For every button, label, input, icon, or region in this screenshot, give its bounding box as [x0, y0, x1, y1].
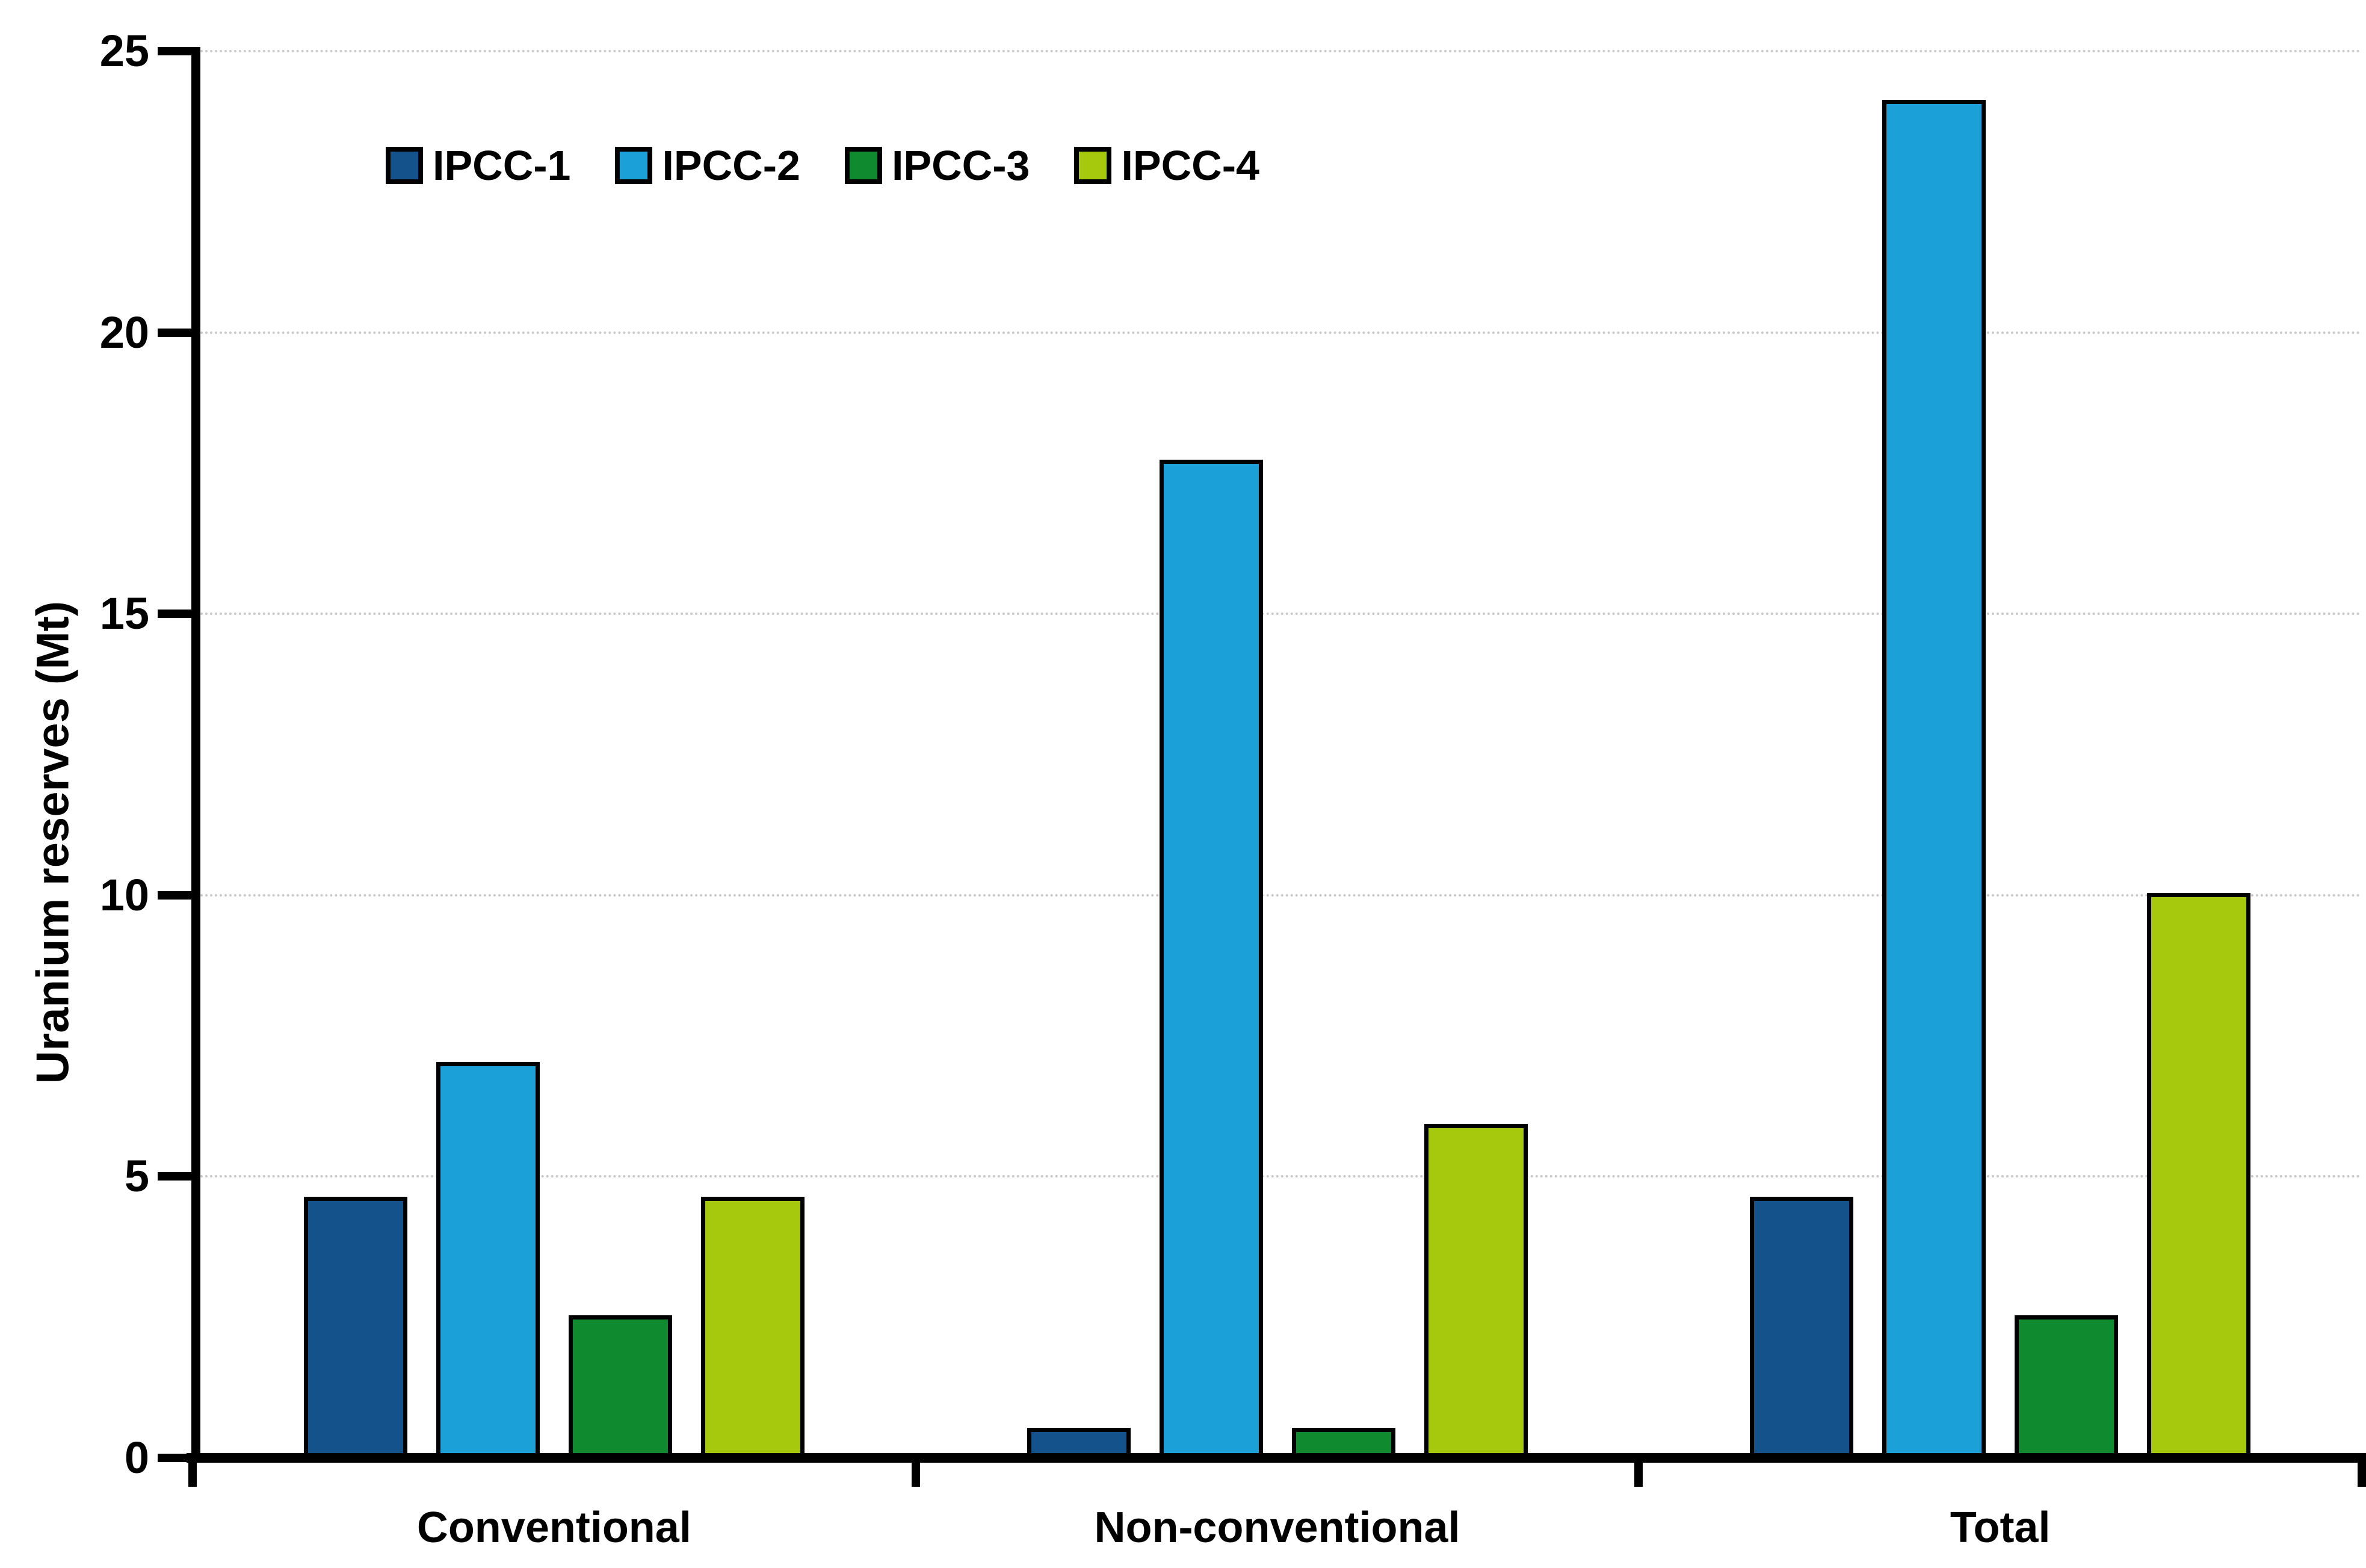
legend-item-ipcc-4: IPCC-4 — [1074, 143, 1259, 188]
bar-non-conventional-ipcc-2 — [1159, 460, 1263, 1458]
x-axis-boundary-tick-2 — [1634, 1463, 1643, 1487]
y-tick-10 — [158, 890, 191, 900]
bar-total-ipcc-1 — [1750, 1197, 1854, 1458]
y-tick-5 — [158, 1172, 191, 1181]
legend-item-ipcc-1: IPCC-1 — [386, 143, 570, 188]
y-tick-label-0: 0 — [124, 1433, 149, 1483]
y-tick-label-25: 25 — [99, 26, 149, 76]
legend-swatch-ipcc-2 — [615, 147, 653, 184]
bar-total-ipcc-3 — [2015, 1315, 2119, 1458]
legend: IPCC-1 IPCC-2 IPCC-3 IPCC-4 — [386, 143, 1259, 188]
legend-label-ipcc-2: IPCC-2 — [662, 142, 800, 189]
legend-swatch-ipcc-3 — [844, 147, 882, 184]
legend-item-ipcc-3: IPCC-3 — [844, 142, 1030, 189]
bar-non-conventional-ipcc-4 — [1424, 1123, 1528, 1458]
bar-conventional-ipcc-4 — [700, 1197, 805, 1458]
x-axis-boundary-tick-0 — [188, 1463, 197, 1487]
gridline-15 — [200, 613, 2362, 616]
y-axis-title: Uranium reserves (Mt) — [27, 600, 79, 1084]
category-label-conventional: Conventional — [416, 1504, 691, 1552]
bar-total-ipcc-2 — [1882, 99, 1986, 1458]
y-axis-line — [191, 47, 200, 1463]
gridline-25 — [200, 50, 2362, 52]
x-axis-line — [187, 1453, 2366, 1463]
legend-swatch-ipcc-1 — [386, 147, 423, 184]
x-axis-boundary-tick-3 — [2358, 1463, 2366, 1487]
x-axis-boundary-tick-1 — [911, 1463, 920, 1487]
y-tick-0 — [158, 1454, 191, 1462]
y-tick-label-5: 5 — [124, 1151, 149, 1202]
y-tick-25 — [158, 47, 191, 55]
legend-item-ipcc-2: IPCC-2 — [615, 143, 800, 188]
y-tick-label-15: 15 — [99, 588, 149, 639]
bar-total-ipcc-4 — [2147, 893, 2251, 1458]
y-tick-20 — [158, 328, 191, 337]
bar-conventional-ipcc-3 — [568, 1315, 672, 1458]
y-tick-15 — [158, 610, 191, 619]
bar-conventional-ipcc-1 — [303, 1197, 407, 1458]
category-label-total: Total — [1950, 1504, 2051, 1552]
gridline-10 — [200, 894, 2362, 897]
bar-conventional-ipcc-2 — [436, 1061, 540, 1458]
y-tick-label-10: 10 — [99, 869, 149, 920]
legend-label-ipcc-4: IPCC-4 — [1121, 142, 1259, 189]
y-tick-label-20: 20 — [99, 307, 149, 357]
legend-label-ipcc-3: IPCC-3 — [891, 142, 1030, 189]
legend-swatch-ipcc-4 — [1074, 147, 1112, 184]
gridline-20 — [200, 331, 2362, 334]
legend-label-ipcc-1: IPCC-1 — [433, 142, 571, 189]
gridline-5 — [200, 1175, 2362, 1178]
category-label-non-conventional: Non-conventional — [1094, 1504, 1460, 1552]
